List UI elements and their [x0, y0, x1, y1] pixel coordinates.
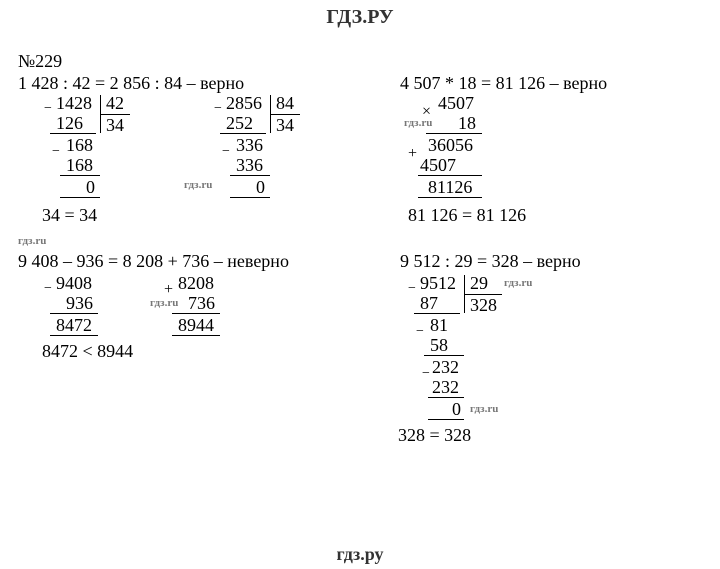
hline [428, 419, 464, 420]
d2-s1: 252 [226, 113, 253, 134]
hline [60, 197, 100, 198]
d-s2: 58 [430, 335, 448, 356]
sec2-check: 81 126 = 81 126 [408, 205, 526, 226]
watermark: гдз.ru [150, 297, 178, 309]
d-r2: 232 [432, 357, 459, 378]
d-num: 9512 [420, 273, 456, 294]
d2-num: 2856 [226, 93, 262, 114]
d1-r1: 168 [66, 135, 93, 156]
watermark: гдз.ru [404, 117, 432, 129]
site-footer: гдз.ру [0, 544, 720, 565]
d-q: 328 [470, 295, 497, 316]
sec1-equation: 1 428 : 42 = 2 856 : 84 – верно [18, 73, 244, 94]
hline [172, 335, 220, 336]
hline [230, 197, 270, 198]
sec4-equation: 9 512 : 29 = 328 – верно [400, 251, 581, 272]
add-r: 8944 [178, 315, 214, 336]
minus-sign: − [44, 101, 52, 117]
sub-a: 9408 [56, 273, 92, 294]
sec2-equation: 4 507 * 18 = 81 126 – верно [400, 73, 607, 94]
hline [60, 175, 100, 176]
watermark: гдз.ru [18, 235, 46, 247]
minus-sign: − [422, 366, 430, 382]
sub-b: 936 [66, 293, 93, 314]
problem-number: №229 [18, 51, 62, 72]
d1-s2: 168 [66, 155, 93, 176]
m-p1: 36056 [428, 135, 473, 156]
site-header: ГДЗ.РУ [0, 0, 720, 29]
d2-q: 34 [276, 115, 294, 136]
d-div: 29 [470, 273, 488, 294]
sub-r: 8472 [56, 315, 92, 336]
d1-r2: 0 [86, 177, 95, 198]
d-s3: 232 [432, 377, 459, 398]
m-b: 18 [458, 113, 476, 134]
hline [418, 175, 482, 176]
hline [230, 175, 270, 176]
sec4-check: 328 = 328 [398, 425, 471, 446]
d2-r1: 336 [236, 135, 263, 156]
m-a: 4507 [438, 93, 474, 114]
hline [424, 355, 464, 356]
add-b: 736 [188, 293, 215, 314]
d-r1: 81 [430, 315, 448, 336]
d2-r2: 0 [256, 177, 265, 198]
minus-sign: − [52, 144, 60, 160]
sec3-check: 8472 < 8944 [42, 341, 133, 362]
hline [414, 313, 460, 314]
d-s1: 87 [420, 293, 438, 314]
watermark: гдз.ru [184, 179, 212, 191]
hline [50, 133, 96, 134]
hline [50, 335, 98, 336]
add-a: 8208 [178, 273, 214, 294]
watermark: гдз.ru [470, 403, 498, 415]
watermark: гдз.ru [504, 277, 532, 289]
hline [220, 133, 266, 134]
hline [172, 313, 220, 314]
minus-sign: − [416, 324, 424, 340]
d1-s1: 126 [56, 113, 83, 134]
sec1-check: 34 = 34 [42, 205, 97, 226]
d-r3: 0 [452, 399, 461, 420]
sec3-equation: 9 408 – 936 = 8 208 + 736 – неверно [18, 251, 289, 272]
minus-sign: − [408, 281, 416, 297]
d1-num: 1428 [56, 93, 92, 114]
d2-s2: 336 [236, 155, 263, 176]
minus-sign: − [222, 144, 230, 160]
hline [418, 197, 482, 198]
minus-sign: − [44, 281, 52, 297]
d2-div: 84 [276, 93, 294, 114]
d1-div: 42 [106, 93, 124, 114]
m-res: 81126 [428, 177, 472, 198]
m-p2: 4507 [420, 155, 456, 176]
plus-sign: + [408, 145, 417, 163]
d1-q: 34 [106, 115, 124, 136]
hline [50, 313, 98, 314]
minus-sign: − [214, 101, 222, 117]
hline [428, 397, 464, 398]
hline [426, 133, 482, 134]
